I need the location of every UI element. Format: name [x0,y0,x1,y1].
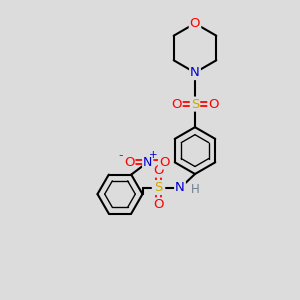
Text: N: N [143,155,152,169]
Text: H: H [191,183,200,196]
Text: O: O [171,98,182,111]
Text: +: + [149,150,158,161]
Text: S: S [191,98,199,111]
Text: -: - [118,149,123,162]
Text: N: N [175,181,185,194]
Text: O: O [153,198,164,212]
Text: N: N [190,66,200,79]
Text: O: O [124,155,134,169]
Text: O: O [190,17,200,30]
Text: O: O [153,164,164,177]
Text: O: O [159,155,169,169]
Text: S: S [154,181,163,194]
Text: O: O [208,98,219,111]
